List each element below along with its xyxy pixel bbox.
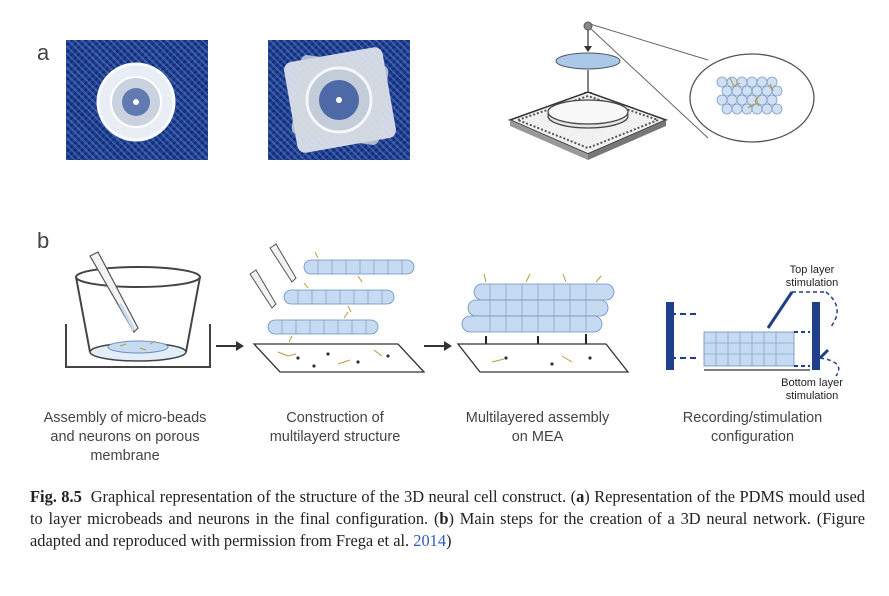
- step-caption-3: Multilayered assembly on MEA: [445, 409, 630, 447]
- caption-text-4: ): [446, 531, 452, 550]
- annotation-top-layer-stimulation: Top layer stimulation: [772, 264, 852, 290]
- caption-text-1: Graphical representation of the structur…: [90, 487, 577, 506]
- step-caption-2-line-2: multilayerd structure: [269, 429, 401, 445]
- annotation-bottom-line-1: Bottom layer: [781, 377, 843, 389]
- step-caption-2: Construction of multilayerd structure: [245, 409, 425, 447]
- step-caption-4-line-2: configuration: [710, 429, 795, 445]
- annotation-bottom-layer-stimulation: Bottom layer stimulation: [772, 377, 852, 403]
- annotation-top-line-1: Top layer: [789, 264, 835, 276]
- step-caption-3-line-2: on MEA: [511, 429, 564, 445]
- multilayer-on-mea-illustration: [456, 273, 630, 373]
- step-arrow-2: [424, 341, 452, 351]
- step-caption-1: Assembly of micro-beads and neurons on p…: [20, 409, 230, 466]
- figure-label: Fig. 8.5: [30, 487, 82, 506]
- step-caption-1-line-1: Assembly of micro-beads: [43, 410, 207, 426]
- recording-stimulation-illustration: [666, 291, 840, 377]
- multilayer-construction-illustration: [249, 243, 426, 373]
- panel-label-b: b: [37, 228, 50, 253]
- step-caption-1-line-2: and neurons on porous: [50, 429, 200, 445]
- caption-ref-a: a: [576, 487, 585, 506]
- step-caption-4: Recording/stimulation configuration: [660, 409, 845, 447]
- step-caption-3-line-1: Multilayered assembly: [465, 410, 610, 426]
- step-caption-1-line-3: membrane: [90, 448, 160, 464]
- panel-label-a: a: [37, 40, 50, 65]
- caption-text-3: ) Main steps for the creation of a 3D ne…: [30, 509, 865, 550]
- step-caption-2-line-1: Construction of: [286, 410, 384, 426]
- beaker-assembly-illustration: [65, 251, 211, 368]
- mould-photo-assembled: [268, 40, 410, 160]
- caption-ref-b: b: [439, 509, 449, 528]
- caption-text-2: ) Representation of the PDMS mould used …: [30, 487, 865, 528]
- step-arrow-1: [216, 341, 244, 351]
- annotation-top-line-2: stimulation: [785, 277, 839, 289]
- annotation-bottom-line-2: stimulation: [785, 390, 839, 402]
- mould-photo-top-view: [66, 40, 208, 160]
- step-caption-4-line-1: Recording/stimulation: [682, 410, 823, 426]
- citation-link[interactable]: 2014: [413, 531, 447, 550]
- mea-schematic: [507, 21, 815, 160]
- figure-caption: Fig. 8.5 Graphical representation of the…: [30, 486, 865, 552]
